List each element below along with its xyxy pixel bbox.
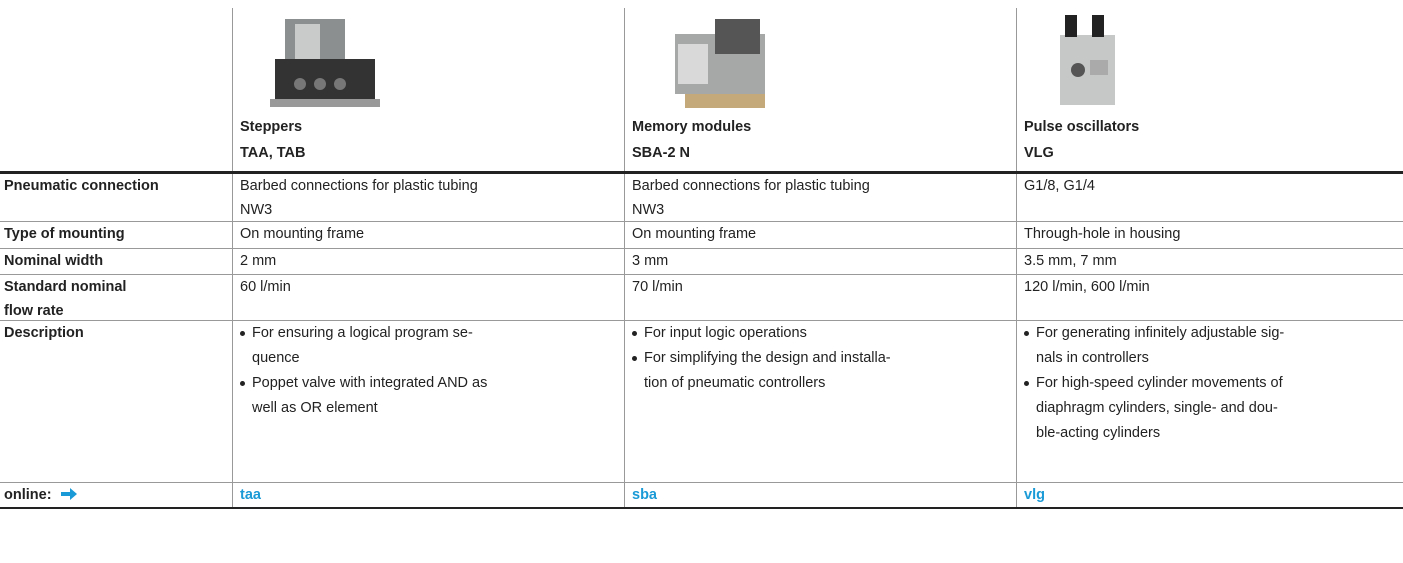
cell-text: NW3	[632, 202, 665, 218]
cell-text: 2 mm	[240, 253, 277, 269]
cell-text: On mounting frame	[240, 226, 365, 242]
bullet-text: For generating infinitely adjustable sig…	[1036, 325, 1285, 341]
table-bottom-rule	[0, 507, 1403, 509]
stepper-image	[270, 19, 380, 107]
bullet-text: nals in controllers	[1036, 350, 1149, 366]
cell-text: Barbed connections for plastic tubing	[632, 178, 870, 194]
online-link[interactable]: vlg	[1024, 487, 1045, 503]
cell-text: 3 mm	[632, 253, 669, 269]
cell-text: G1/8, G1/4	[1024, 178, 1095, 194]
online-link[interactable]: sba	[632, 487, 657, 503]
column-divider	[232, 8, 233, 508]
cell-text: NW3	[240, 202, 273, 218]
header-rule	[0, 171, 1403, 174]
bullet	[632, 356, 637, 361]
bullet-text: diaphragm cylinders, single- and dou-	[1036, 400, 1278, 416]
bullet-text: well as OR element	[252, 400, 378, 416]
bullet	[240, 331, 245, 336]
row-divider	[0, 320, 1403, 321]
column-divider	[624, 8, 625, 508]
cell-text: 3.5 mm, 7 mm	[1024, 253, 1117, 269]
arrow-icon	[61, 488, 77, 500]
cell-text: 60 l/min	[240, 279, 291, 295]
row-label: online:	[4, 487, 52, 503]
product-code: VLG	[1024, 145, 1054, 161]
product-name: Steppers	[240, 119, 303, 135]
row-label: Nominal width	[4, 253, 104, 269]
row-label: Type of mounting	[4, 226, 125, 242]
bullet-text: For simplifying the design and installa-	[644, 350, 891, 366]
row-label: Pneumatic connection	[4, 178, 159, 194]
bullet-text: Poppet valve with integrated AND as	[252, 375, 488, 391]
product-name: Pulse oscillators	[1024, 119, 1140, 135]
bullet-text: For high-speed cylinder movements of	[1036, 375, 1283, 391]
row-label: Description	[4, 325, 84, 341]
row-divider	[0, 482, 1403, 483]
bullet-text: tion of pneumatic controllers	[644, 375, 826, 391]
bullet-text: For ensuring a logical program se-	[252, 325, 473, 341]
row-divider	[0, 248, 1403, 249]
bullet	[1024, 381, 1029, 386]
online-link[interactable]: taa	[240, 487, 261, 503]
bullet-text: For input logic operations	[644, 325, 807, 341]
cell-text: 70 l/min	[632, 279, 683, 295]
bullet	[1024, 331, 1029, 336]
cell-text: 120 l/min, 600 l/min	[1024, 279, 1150, 295]
cell-text: Barbed connections for plastic tubing	[240, 178, 478, 194]
row-divider	[0, 274, 1403, 275]
row-label: flow rate	[4, 303, 64, 319]
memory-module-image	[675, 19, 765, 108]
column-divider	[1016, 8, 1017, 508]
product-code: TAA, TAB	[240, 145, 306, 161]
bullet	[240, 381, 245, 386]
product-name: Memory modules	[632, 119, 752, 135]
product-code: SBA-2 N	[632, 145, 691, 161]
pulse-oscillator-image	[1060, 15, 1115, 105]
cell-text: Through-hole in housing	[1024, 226, 1181, 242]
bullet-text: ble-acting cylinders	[1036, 425, 1161, 441]
cell-text: On mounting frame	[632, 226, 757, 242]
bullet-text: quence	[252, 350, 300, 366]
row-label: Standard nominal	[4, 279, 127, 295]
row-divider	[0, 221, 1403, 222]
bullet	[632, 331, 637, 336]
